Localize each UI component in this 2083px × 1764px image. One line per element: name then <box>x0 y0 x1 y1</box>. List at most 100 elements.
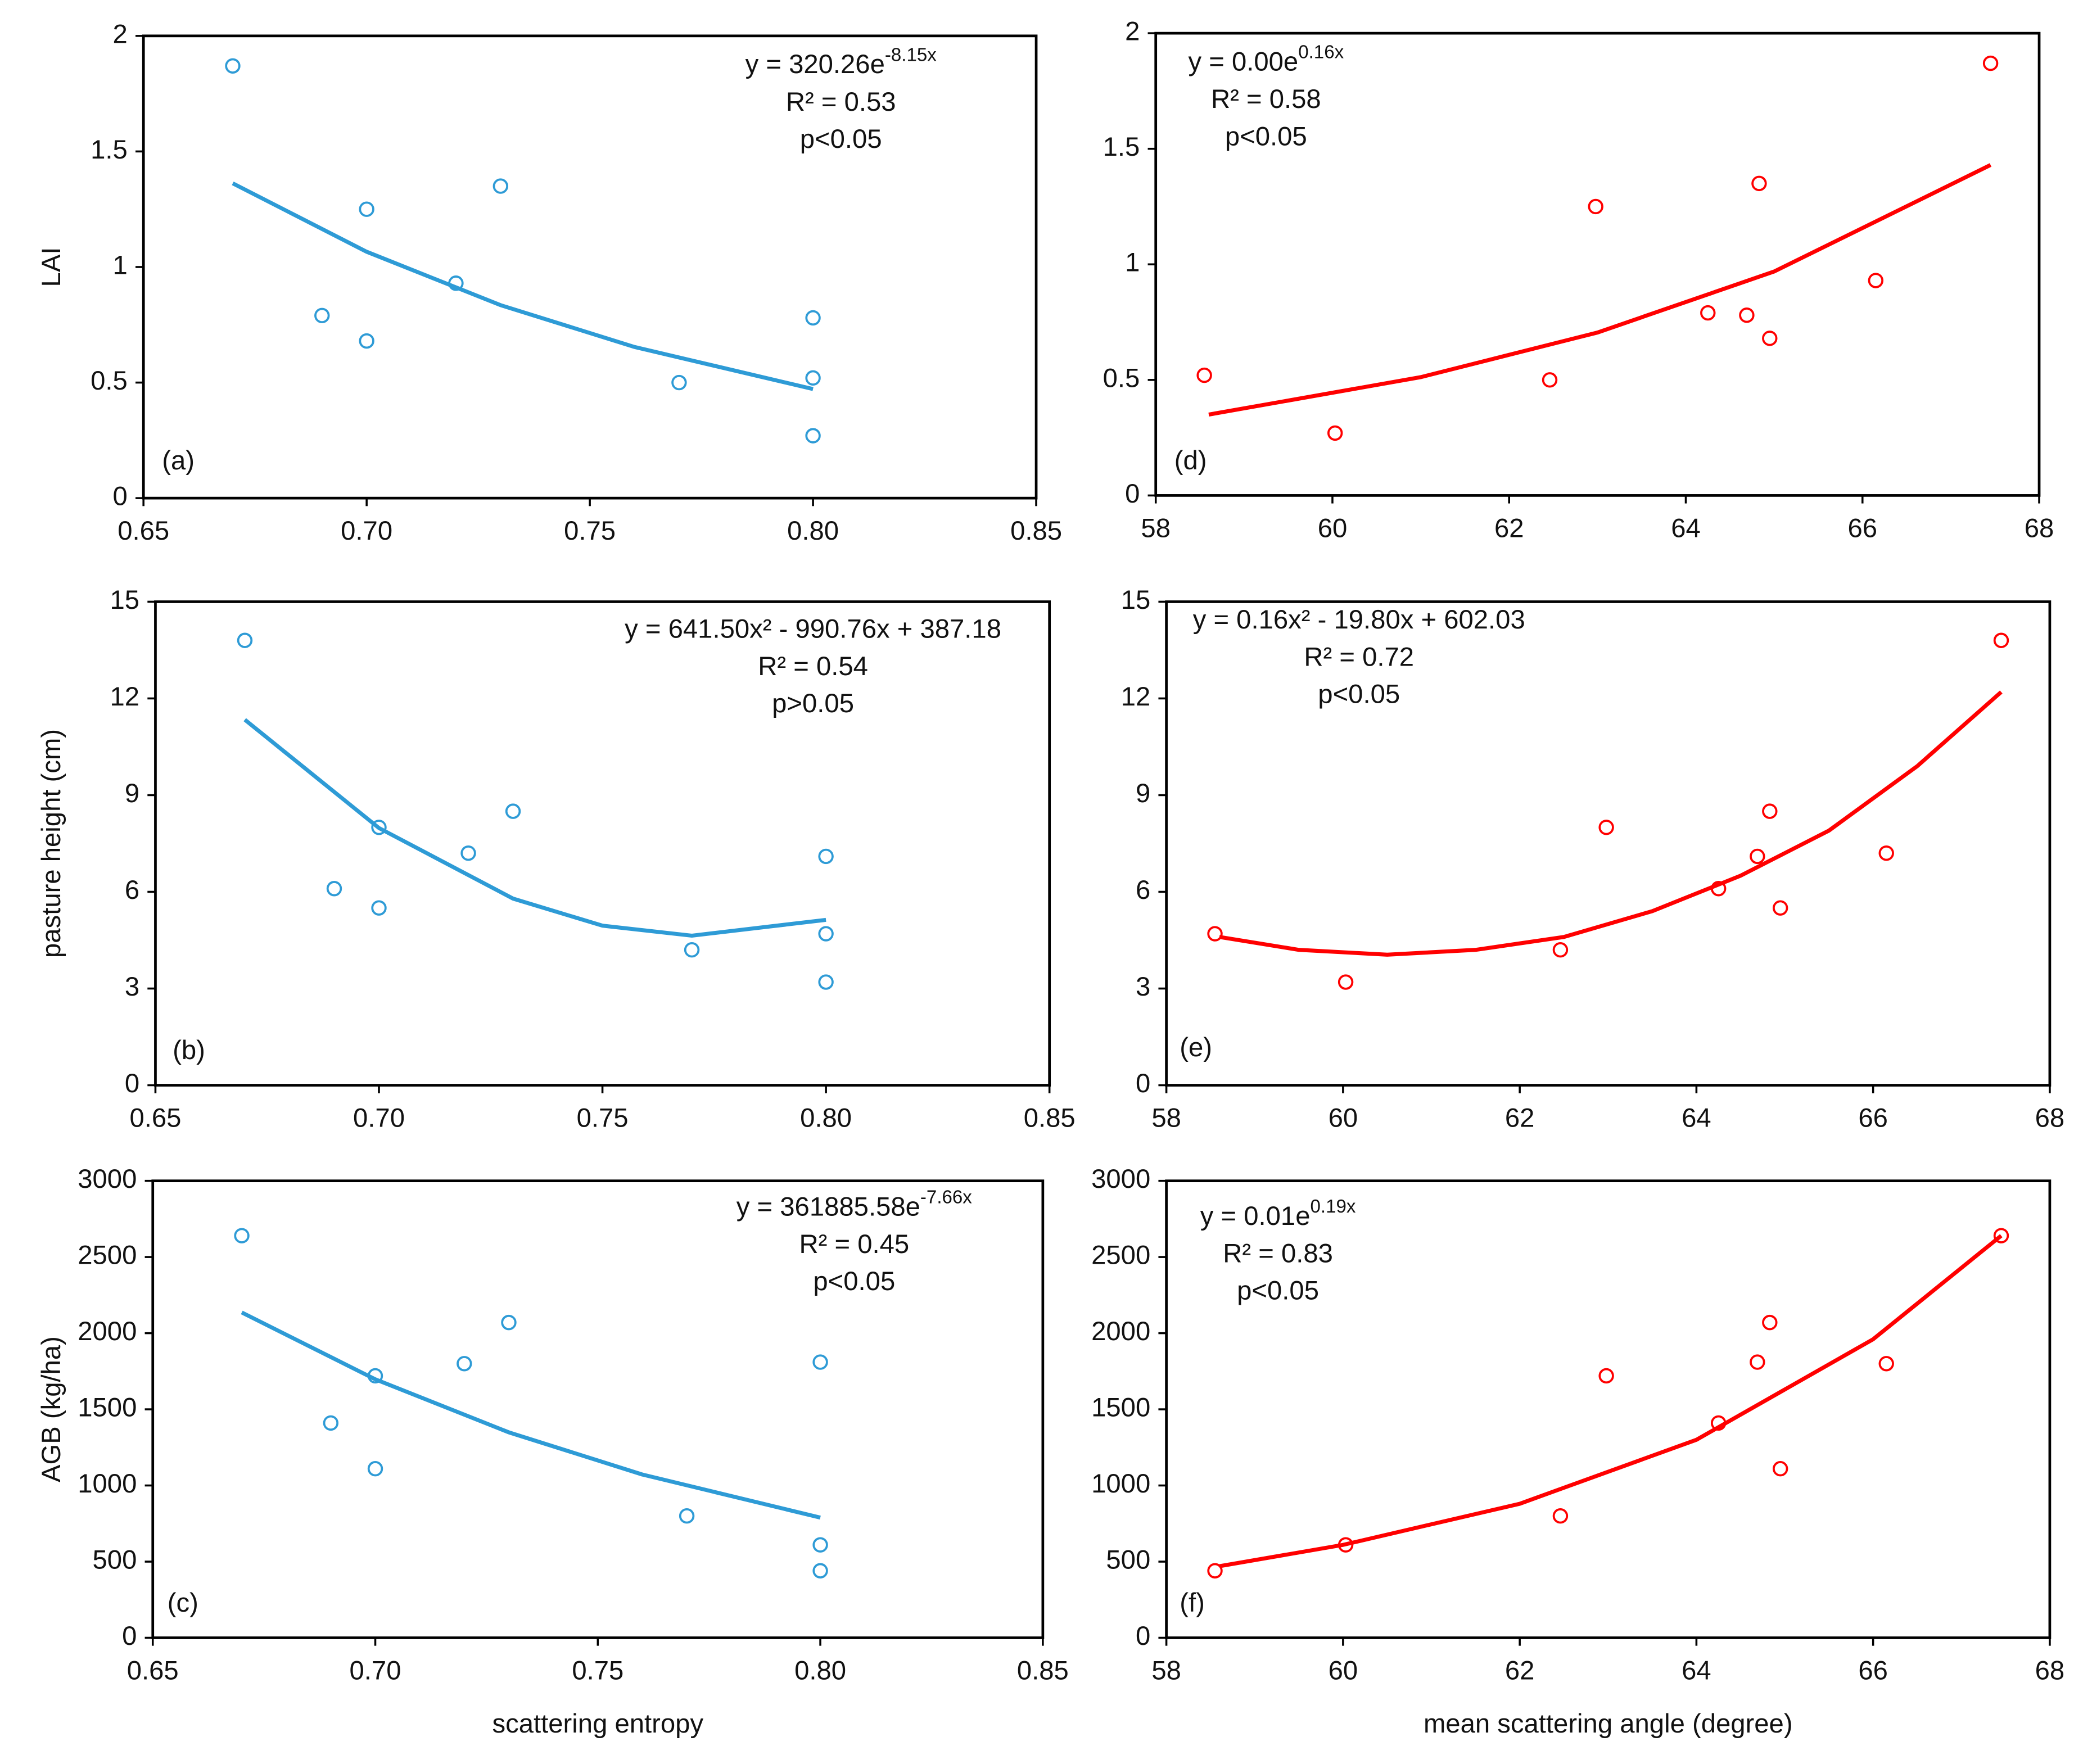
data-point <box>1751 175 1767 192</box>
data-point <box>1868 273 1884 288</box>
panel-label: (d) <box>1174 446 1207 476</box>
data-point <box>367 1461 383 1477</box>
fit-curve <box>232 181 814 391</box>
x-tick-label: 68 <box>2025 513 2054 543</box>
y-tick-label: 0.5 <box>1103 363 1140 393</box>
y-tick-label: 2000 <box>78 1317 137 1346</box>
y-tick-label: 12 <box>110 682 140 712</box>
x-tick-label: 0.65 <box>118 516 169 546</box>
x-tick-label: 0.85 <box>1010 516 1062 546</box>
plot-frame <box>1154 31 2041 497</box>
data-point <box>323 1415 339 1431</box>
p-value: p>0.05 <box>772 689 854 718</box>
equation-exponent: -7.66x <box>920 1187 972 1207</box>
data-point <box>805 370 821 386</box>
x-tick-label: 66 <box>1858 1656 1888 1685</box>
x-tick-label: 0.65 <box>129 1103 181 1133</box>
data-point <box>812 1354 828 1370</box>
data-point <box>805 428 821 444</box>
y-tick-label: 15 <box>1121 585 1151 615</box>
equation-exponent: 0.19x <box>1310 1196 1355 1217</box>
data-point <box>1739 307 1755 323</box>
equation: y = 641.50x² - 990.76x + 387.18 <box>625 614 1001 644</box>
x-tick-label: 58 <box>1141 513 1171 543</box>
x-tick-label: 62 <box>1494 513 1524 543</box>
plot-frame <box>142 34 1038 500</box>
y-tick-label: 9 <box>1136 779 1150 808</box>
fit-curve <box>1219 690 2003 957</box>
x-tick-label: 62 <box>1505 1103 1535 1133</box>
plot-frame <box>1165 600 2052 1087</box>
data-point <box>1993 1228 2009 1243</box>
data-point <box>1598 1368 1614 1384</box>
plot-frame <box>154 600 1051 1087</box>
equation-exponent: 0.16x <box>1298 42 1344 62</box>
y-axis-label: pasture height (cm) <box>37 729 66 958</box>
r-squared: R² = 0.58 <box>1211 84 1321 114</box>
data-point <box>1338 974 1354 990</box>
data-point <box>818 848 834 865</box>
data-point <box>1588 198 1603 215</box>
x-tick-label: 68 <box>2035 1656 2065 1685</box>
data-point <box>1552 1508 1569 1524</box>
y-axis-label: AGB (kg/ha) <box>37 1336 66 1482</box>
y-tick-label: 0.5 <box>91 366 128 396</box>
panel-label: (a) <box>162 446 195 476</box>
y-tick-label: 500 <box>93 1545 137 1575</box>
y-tick-label: 0 <box>1136 1621 1150 1651</box>
panel-label: (c) <box>168 1588 198 1618</box>
data-point <box>812 1563 828 1578</box>
data-point <box>1762 1314 1778 1331</box>
x-tick-label: 0.75 <box>564 516 616 546</box>
plot-frame <box>1165 1179 2052 1639</box>
data-point <box>1993 632 2009 648</box>
y-tick-label: 2000 <box>1091 1317 1150 1346</box>
data-point <box>679 1508 695 1524</box>
y-tick-label: 0 <box>113 482 128 512</box>
data-point <box>1327 425 1343 441</box>
x-tick-label: 0.75 <box>572 1656 623 1685</box>
equation-base: y = 320.26e <box>745 50 885 80</box>
y-tick-label: 3 <box>1136 972 1150 1002</box>
data-point <box>1542 372 1558 388</box>
y-tick-label: 0 <box>125 1069 139 1098</box>
data-point <box>1762 803 1778 819</box>
data-point <box>1196 367 1212 383</box>
y-tick-label: 3000 <box>1091 1164 1150 1194</box>
y-tick-label: 1000 <box>78 1469 137 1499</box>
x-axis-label: scattering entropy <box>492 1709 704 1739</box>
y-tick-label: 0 <box>1125 479 1140 509</box>
x-tick-label: 0.80 <box>794 1656 846 1685</box>
x-tick-label: 0.80 <box>787 516 839 546</box>
x-tick-label: 0.70 <box>341 516 392 546</box>
y-tick-label: 0 <box>1136 1069 1150 1098</box>
equation: y = 0.00e0.16x <box>1189 42 1344 77</box>
fit-curve <box>243 718 826 938</box>
y-tick-label: 1000 <box>1091 1469 1150 1499</box>
equation: y = 0.16x² - 19.80x + 602.03 <box>1193 605 1525 635</box>
y-tick-label: 6 <box>1136 875 1150 905</box>
y-tick-label: 12 <box>1121 682 1151 712</box>
x-tick-label: 58 <box>1151 1103 1181 1133</box>
y-tick-label: 1.5 <box>91 135 128 165</box>
x-tick-label: 58 <box>1151 1656 1181 1685</box>
data-point <box>492 178 509 194</box>
p-value: p<0.05 <box>813 1267 895 1296</box>
p-value: p<0.05 <box>1318 680 1400 709</box>
r-squared: R² = 0.72 <box>1304 643 1414 672</box>
panel-label: (f) <box>1180 1588 1205 1618</box>
data-point <box>225 58 241 74</box>
x-tick-label: 0.85 <box>1017 1656 1069 1685</box>
equation: y = 320.26e-8.15x <box>745 44 937 80</box>
x-tick-label: 64 <box>1671 513 1701 543</box>
x-tick-label: 0.80 <box>800 1103 852 1133</box>
y-tick-label: 500 <box>1106 1545 1150 1575</box>
fit-curve <box>1208 163 1992 417</box>
y-tick-label: 3 <box>125 972 139 1002</box>
x-tick-label: 0.85 <box>1024 1103 1076 1133</box>
r-squared: R² = 0.83 <box>1223 1238 1333 1268</box>
y-tick-label: 15 <box>110 585 140 615</box>
x-tick-label: 0.70 <box>353 1103 405 1133</box>
y-tick-label: 2500 <box>78 1241 137 1270</box>
